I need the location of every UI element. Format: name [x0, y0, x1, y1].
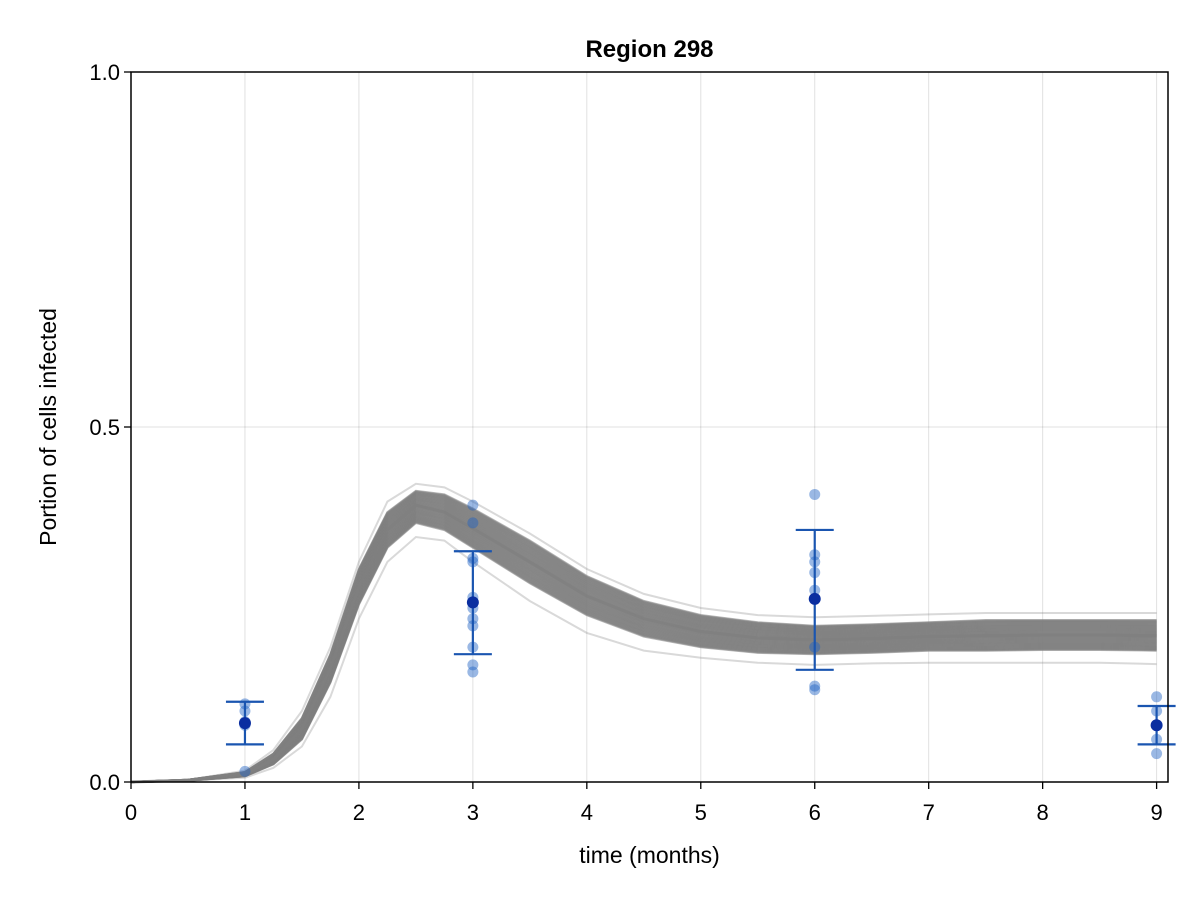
x-tick-label: 4: [581, 800, 593, 825]
x-tick-label: 8: [1037, 800, 1049, 825]
simulation-line: [130, 503, 1157, 784]
observation-point: [467, 499, 479, 511]
x-tick-label: 3: [467, 800, 479, 825]
observation-point: [467, 659, 479, 671]
chart-title: Region 298: [585, 36, 713, 63]
simulation-line: [130, 535, 1157, 783]
simulation-line: [130, 489, 1157, 784]
x-tick-label: 2: [353, 800, 365, 825]
x-tick-label: 9: [1150, 800, 1162, 825]
observation-point: [239, 765, 251, 777]
mean-point: [466, 596, 479, 609]
observation-point: [467, 517, 479, 529]
observation-point: [1151, 748, 1163, 760]
observation-point: [1151, 691, 1163, 703]
observation-point: [809, 684, 821, 696]
x-tick-label: 5: [695, 800, 707, 825]
y-axis-label: Portion of cells infected: [35, 308, 61, 546]
mean-point: [808, 592, 821, 605]
y-tick-label: 0.0: [89, 770, 120, 795]
mean-points: [238, 592, 1163, 732]
observation-point: [809, 488, 821, 500]
mean-point: [1150, 719, 1163, 732]
y-tick-label: 1.0: [89, 60, 120, 85]
simulation-line: [130, 482, 1157, 783]
y-tick-label: 0.5: [89, 415, 120, 440]
observation-point: [467, 666, 479, 678]
mean-point: [238, 717, 251, 730]
x-tick-label: 0: [125, 800, 137, 825]
x-axis-ticks: 0 1 2 3 4 5 6 7 8 9: [125, 782, 1163, 825]
x-tick-label: 7: [923, 800, 935, 825]
observation-point: [809, 680, 821, 692]
x-axis-label: time (months): [579, 842, 720, 868]
simulation-trajectories: [130, 482, 1157, 784]
x-tick-label: 6: [809, 800, 821, 825]
y-axis-ticks: 0.0 0.5 1.0: [89, 60, 131, 795]
x-tick-label: 1: [239, 800, 251, 825]
grid-lines: [130, 71, 1168, 783]
